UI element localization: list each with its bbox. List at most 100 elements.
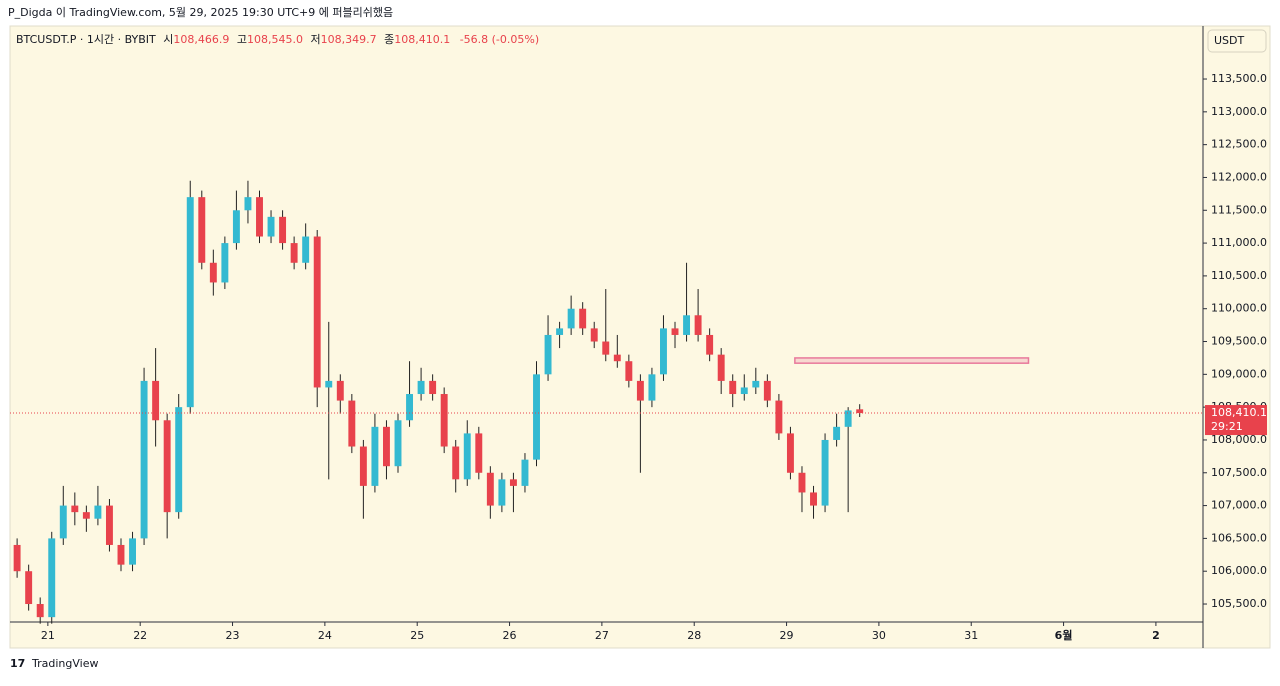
legend-value: 108,349.7 [321,33,377,46]
x-tick-label: 24 [318,629,332,642]
candle-body [59,505,67,539]
y-tick-label: 113,000.0 [1211,105,1267,118]
symbol: BTCUSDT.P · 1시간 · BYBIT [16,33,156,46]
legend-label: 시 [163,33,173,46]
legend-value: 108,410.1 [394,33,450,46]
unit-button[interactable] [1207,29,1267,53]
y-tick-label: 112,500.0 [1211,138,1267,151]
candle-body [94,505,102,519]
y-tick-label: 106,000.0 [1211,564,1267,577]
candle-body [302,236,310,263]
candle-body [590,328,598,342]
candle-body [636,380,644,401]
caption: P_Digda 이 TradingView.com, 5월 29, 2025 1… [8,6,393,19]
candle-body [71,505,79,513]
candle-body [36,604,44,618]
candle-body [671,328,679,335]
x-tick-label: 27 [595,629,609,642]
candle-body [129,538,136,565]
y-tick-label: 109,000.0 [1211,367,1267,380]
candle-body [475,433,483,473]
x-tick-label: 6월 [1055,628,1073,642]
candle-body [579,308,587,329]
candle-body [717,354,725,381]
candle-body [117,544,125,565]
candle-body [775,400,783,434]
candle-body [625,361,633,381]
candle-body [198,197,206,263]
last-price-label: 108,410.1 [1211,406,1267,419]
legend-label: 고 [237,33,247,46]
candle-body [394,420,402,467]
last-price-box [1205,405,1267,436]
legend-value: 108,466.9 [173,33,229,46]
candle-body [256,197,263,237]
candle-body [290,243,298,263]
candle-body [740,387,748,395]
y-tick-label: 107,500.0 [1211,466,1267,479]
zone-box [794,357,1030,364]
candle-body [105,505,113,545]
candle-body [786,433,794,473]
y-tick-label: 108,000.0 [1211,433,1267,446]
y-unit: USDT [1214,34,1245,47]
candle-body [729,380,737,395]
x-tick-label: 26 [503,629,517,642]
candle-body [175,407,183,513]
candle-body [13,544,21,572]
candle-body [567,308,575,329]
candle-body [556,328,564,335]
y-tick-label: 110,500.0 [1211,269,1267,282]
logo: 𝟭𝟳 TradingView [10,657,98,670]
candle-body [313,236,321,388]
candle-body [440,394,448,447]
y-tick-label: 111,500.0 [1211,203,1267,216]
candle-body [602,341,610,355]
candle-body [48,538,56,618]
countdown: 29:21 [1211,420,1243,433]
x-tick-label: 21 [41,629,55,642]
candle-body [833,426,841,440]
candle-body [683,315,691,335]
candle-body [406,394,414,421]
candle-body [533,374,540,460]
candle-body [613,354,621,362]
candle-body [660,328,667,375]
candle-body [694,315,702,335]
candle-body [706,334,714,355]
legend-change: -56.8 (-0.05%) [460,33,539,46]
candle-body [417,380,425,395]
candle-body [521,459,529,486]
y-tick-label: 107,000.0 [1211,499,1267,512]
candle-body [382,426,390,467]
legend-label: 저 [310,33,320,46]
candle-body [856,409,864,414]
y-tick-label: 106,500.0 [1211,531,1267,544]
candle-body [152,380,160,421]
x-tick-label: 29 [780,629,794,642]
x-tick-label: 23 [226,629,240,642]
candle-body [348,400,356,447]
candle-body [140,380,148,539]
logo-mark: 𝟭𝟳 [10,657,25,670]
candle-body [544,334,552,375]
candle-body [429,380,437,395]
y-tick-label: 105,500.0 [1211,597,1267,610]
candle-body [163,420,171,513]
candle-body [359,446,367,486]
candle-body [244,197,252,211]
x-tick-label: 30 [872,629,886,642]
candle-body [821,439,829,506]
footer: TradingView [31,657,98,670]
candle-body [844,410,852,427]
candle-body [209,262,217,283]
y-tick-label: 112,000.0 [1211,170,1267,183]
x-tick-label: 2 [1152,629,1160,642]
candle-body [267,216,275,237]
candle-body [763,380,771,401]
candle-body [648,374,656,401]
candle-body [25,571,33,605]
y-tick-label: 110,000.0 [1211,302,1267,315]
y-tick-label: 113,500.0 [1211,72,1267,85]
